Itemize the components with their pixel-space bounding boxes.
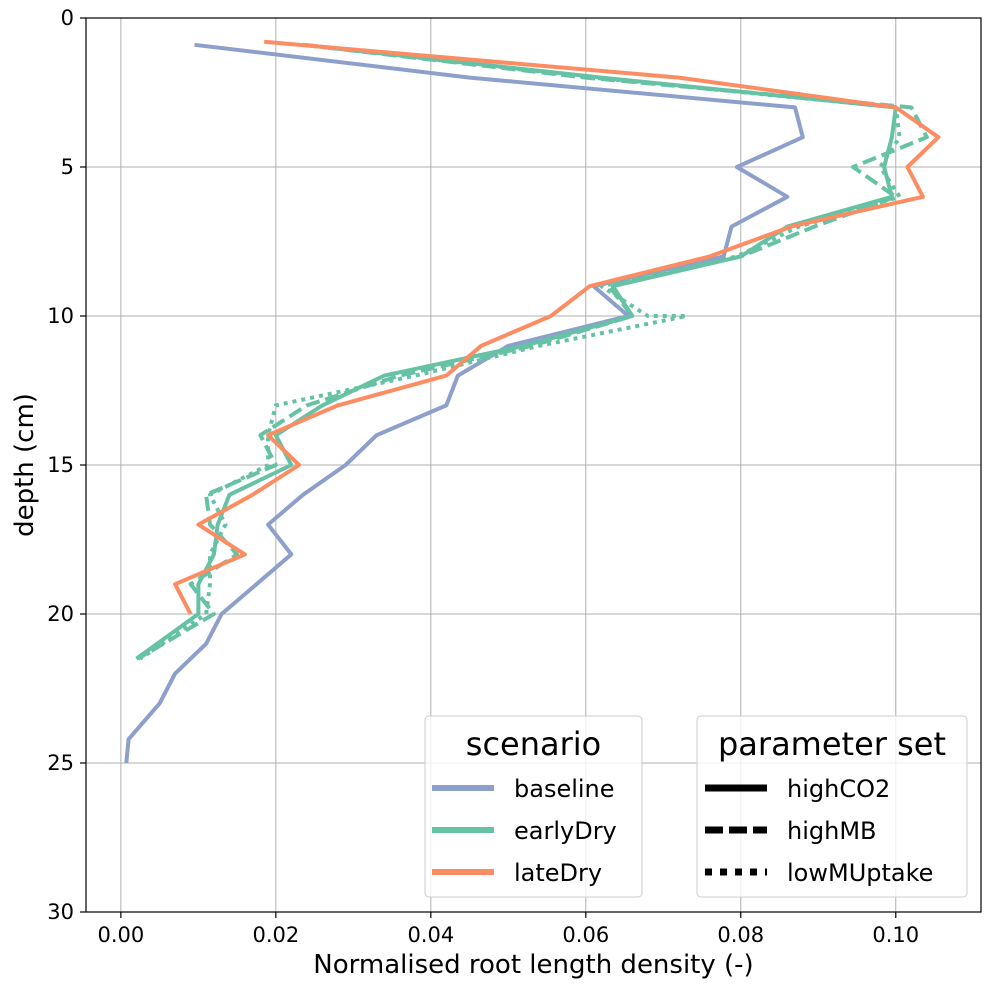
y-tick-label: 10 bbox=[47, 304, 74, 328]
y-tick-label: 20 bbox=[47, 602, 74, 626]
series-line-earlyDry-lowMUptake bbox=[139, 42, 902, 661]
x-tick-label: 0.10 bbox=[872, 923, 919, 947]
y-tick-label: 30 bbox=[47, 900, 74, 924]
legend-box bbox=[696, 715, 968, 898]
x-tick-label: 0.00 bbox=[97, 923, 144, 947]
x-axis-label: Normalised root length density (-) bbox=[313, 950, 753, 980]
legend-label-lateDry: lateDry bbox=[514, 859, 602, 887]
legend-box bbox=[424, 715, 643, 898]
x-tick-label: 0.08 bbox=[717, 923, 764, 947]
series-line-earlyDry-highCO2 bbox=[135, 42, 898, 661]
ticks: 0.00 0.02 0.04 0.06 0.08 0.10 0 5 10 15 20 25 30 bbox=[47, 6, 919, 947]
y-tick-label: 5 bbox=[61, 155, 74, 179]
legend-label-highCO2: highCO2 bbox=[787, 775, 890, 803]
legend-label-baseline: baseline bbox=[514, 775, 615, 803]
y-tick-label: 0 bbox=[61, 6, 74, 30]
legend-title: parameter set bbox=[718, 725, 946, 763]
legend-label-earlyDry: earlyDry bbox=[514, 817, 617, 845]
series-line-earlyDry-highMB bbox=[136, 42, 929, 661]
x-tick-label: 0.04 bbox=[407, 923, 454, 947]
legend-title: scenario bbox=[466, 725, 601, 763]
series-line-baseline-highCO2 bbox=[124, 42, 805, 764]
legends: scenario baseline earlyDry lateDry parameter… bbox=[424, 715, 968, 898]
legend-label-lowMUptake: lowMUptake bbox=[787, 859, 933, 887]
series-lines bbox=[124, 39, 941, 764]
y-tick-label: 25 bbox=[47, 751, 74, 775]
series-line-lateDry-highCO2 bbox=[173, 39, 941, 615]
legend-parameter-set: parameter set highCO2 highMB lowMUptake bbox=[696, 715, 968, 898]
legend-scenario: scenario baseline earlyDry lateDry bbox=[424, 715, 643, 898]
x-tick-label: 0.06 bbox=[562, 923, 609, 947]
y-axis-label: depth (cm) bbox=[10, 393, 40, 537]
x-tick-label: 0.02 bbox=[252, 923, 299, 947]
y-tick-label: 15 bbox=[47, 453, 74, 477]
legend-label-highMB: highMB bbox=[787, 817, 877, 845]
